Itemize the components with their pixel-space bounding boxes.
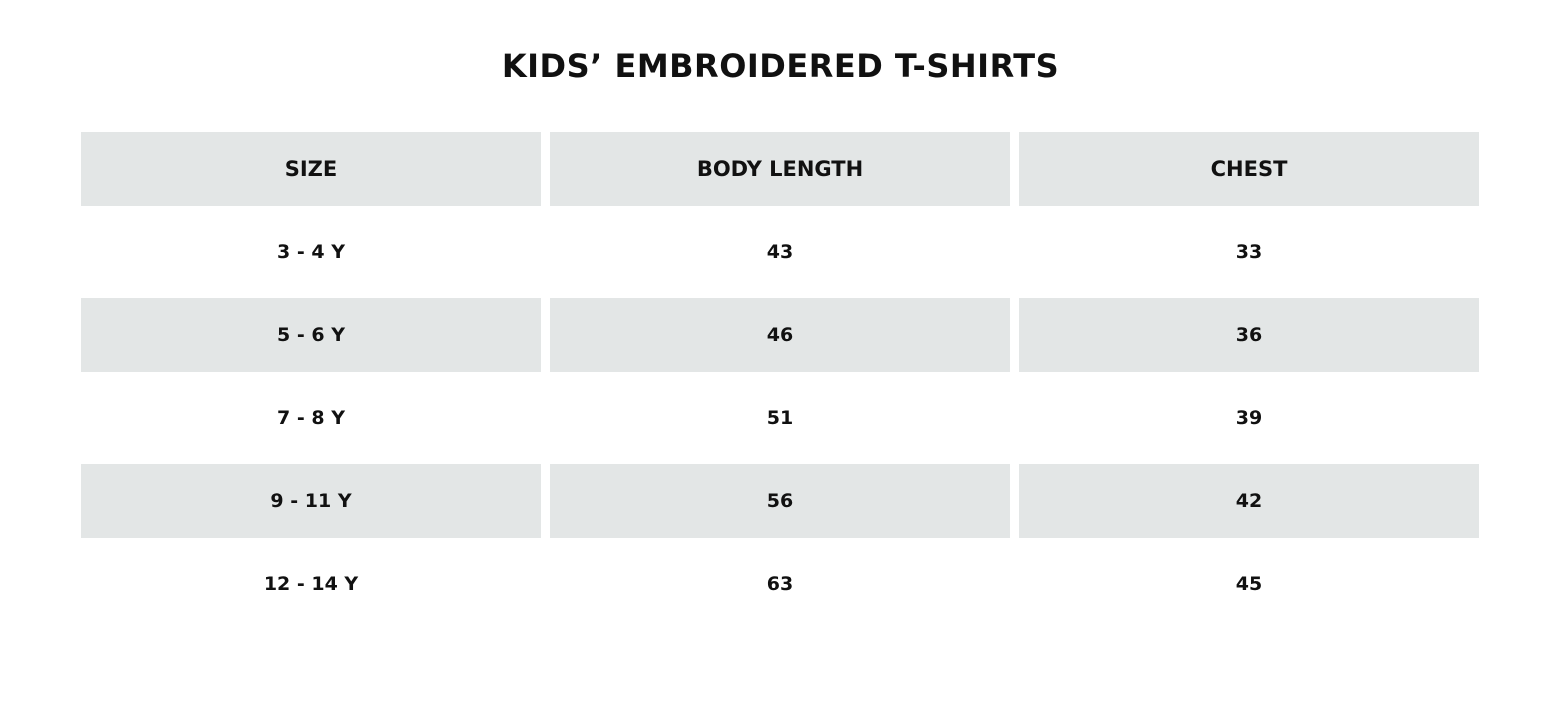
table-row: 3 - 4 Y 43 33 xyxy=(81,215,1479,289)
header-chest: CHEST xyxy=(1019,132,1479,206)
cell-size: 3 - 4 Y xyxy=(277,241,345,263)
size-chart-table: SIZE BODY LENGTH CHEST 3 - 4 Y 43 33 5 -… xyxy=(81,132,1479,621)
cell-chest: 33 xyxy=(1235,241,1263,263)
cell-body-length: 46 xyxy=(550,298,1010,372)
table-row: 7 - 8 Y 51 39 xyxy=(81,381,1479,455)
cell-chest: 36 xyxy=(1019,298,1479,372)
cell-body-length: 51 xyxy=(766,407,794,429)
table-header-row: SIZE BODY LENGTH CHEST xyxy=(81,132,1479,206)
page-title: KIDS’ EMBROIDERED T-SHIRTS xyxy=(501,47,1060,85)
header-size: SIZE xyxy=(81,132,541,206)
cell-chest: 42 xyxy=(1019,464,1479,538)
table-row: 12 - 14 Y 63 45 xyxy=(81,547,1479,621)
cell-size: 7 - 8 Y xyxy=(277,407,345,429)
cell-size: 5 - 6 Y xyxy=(81,298,541,372)
cell-chest: 39 xyxy=(1235,407,1263,429)
cell-size: 9 - 11 Y xyxy=(81,464,541,538)
table-row: 5 - 6 Y 46 36 xyxy=(81,298,1479,372)
table-row: 9 - 11 Y 56 42 xyxy=(81,464,1479,538)
cell-chest: 45 xyxy=(1235,573,1263,595)
cell-size: 12 - 14 Y xyxy=(263,573,359,595)
cell-body-length: 63 xyxy=(766,573,794,595)
cell-body-length: 56 xyxy=(550,464,1010,538)
cell-body-length: 43 xyxy=(766,241,794,263)
header-body-length: BODY LENGTH xyxy=(550,132,1010,206)
